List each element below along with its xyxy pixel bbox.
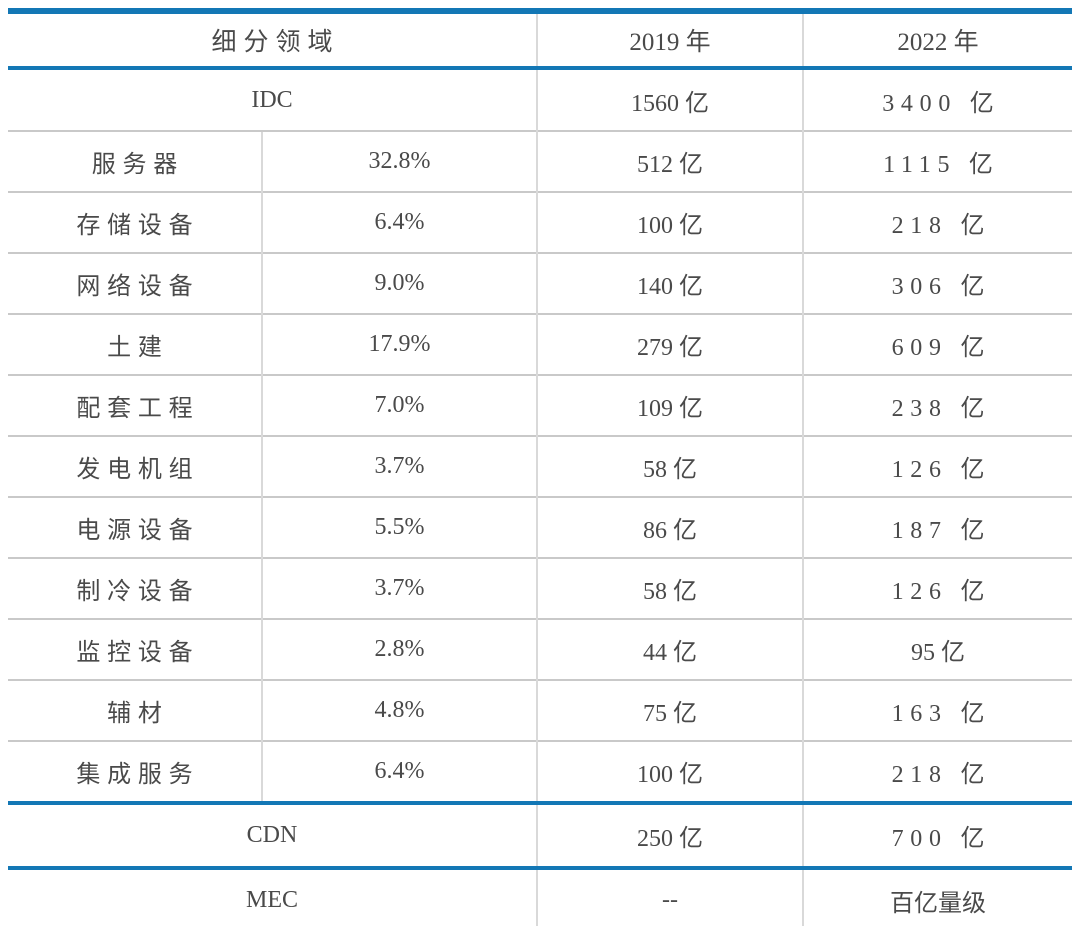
value-2019-cell: 58 亿 [536,435,804,497]
value-2022-cell: 609 亿 [802,313,1073,375]
value-2022-cell: 126 亿 [802,435,1073,497]
value-2022-cell: 1115 亿 [802,130,1073,192]
share-cell: 9.0% [260,252,538,314]
value-2022-cell: 238 亿 [802,374,1073,436]
row-label-cell: 发电机组 [8,435,262,497]
share-cell: 17.9% [260,313,538,375]
share-cell: 32.8% [260,130,538,192]
value-2022-cell: 126 亿 [802,557,1073,619]
value-2019-cell: 140 亿 [536,252,804,314]
row-label-cell: 服务器 [8,130,262,192]
share-cell: 3.7% [260,435,538,497]
table-row-集成服务: 集成服务 6.4% 100 亿 218 亿 [8,740,1073,803]
value-2019-cell: 100 亿 [536,191,804,253]
share-cell: 6.4% [260,740,538,803]
value-2019-cell: 100 亿 [536,740,804,803]
table-row-电源设备: 电源设备 5.5% 86 亿 187 亿 [8,496,1073,558]
value-2019-cell: 86 亿 [536,496,804,558]
row-label-cell: 辅材 [8,679,262,741]
row-label-cell: MEC [8,866,538,926]
value-2019-cell: 1560 亿 [536,68,804,131]
share-cell: 3.7% [260,557,538,619]
value-2022-cell: 306 亿 [802,252,1073,314]
share-cell: 4.8% [260,679,538,741]
table-row-存储设备: 存储设备 6.4% 100 亿 218 亿 [8,191,1073,253]
row-label-cell: 制冷设备 [8,557,262,619]
share-cell: 6.4% [260,191,538,253]
header-row: 细分领域 2019 年 2022 年 [8,11,1073,70]
table-row-服务器: 服务器 32.8% 512 亿 1115 亿 [8,130,1073,192]
row-label-cell: CDN [8,801,538,868]
value-2022-cell: 百亿量级 [802,866,1073,926]
row-label-cell: 监控设备 [8,618,262,680]
row-label-cell: IDC [251,86,293,113]
idc-market-size-table: 细分领域 2019 年 2022 年 IDC 1560 亿 3400 亿服务器 32.… [8,8,1073,926]
share-cell: 2.8% [260,618,538,680]
value-2019-cell: 109 亿 [536,374,804,436]
row-label-cell: 土建 [8,313,262,375]
table-row-土建: 土建 17.9% 279 亿 609 亿 [8,313,1073,375]
table-row-MEC: MEC -- 百亿量级 [8,866,1073,926]
table-body: IDC 1560 亿 3400 亿服务器 32.8% 512 亿 1115 亿存储设备 6.… [8,68,1073,926]
value-2022-cell: 218 亿 [802,191,1073,253]
value-2022-cell: 187 亿 [802,496,1073,558]
value-2019-cell: 58 亿 [536,557,804,619]
table-row-网络设备: 网络设备 9.0% 140 亿 306 亿 [8,252,1073,314]
table-row-CDN: CDN 250 亿 700 亿 [8,801,1073,868]
share-cell: 5.5% [260,496,538,558]
value-2019-cell: -- [536,866,804,926]
row-label-cell: 存储设备 [8,191,262,253]
table-row-监控设备: 监控设备 2.8% 44 亿 95 亿 [8,618,1073,680]
value-2022-cell: 3400 亿 [802,68,1073,131]
row-label-cell: 集成服务 [8,740,262,803]
table-row-IDC: IDC 1560 亿 3400 亿 [8,68,1073,131]
table-row-制冷设备: 制冷设备 3.7% 58 亿 126 亿 [8,557,1073,619]
share-cell: 7.0% [260,374,538,436]
row-label-cell: 电源设备 [8,496,262,558]
value-2019-cell: 250 亿 [536,801,804,868]
table-row-辅材: 辅材 4.8% 75 亿 163 亿 [8,679,1073,741]
table-row-配套工程: 配套工程 7.0% 109 亿 238 亿 [8,374,1073,436]
row-label-cell: 网络设备 [8,252,262,314]
table-header: 细分领域 2019 年 2022 年 [8,11,1073,70]
header-cell-2019: 2019 年 [536,11,804,70]
value-2019-cell: 512 亿 [536,130,804,192]
table-row-发电机组: 发电机组 3.7% 58 亿 126 亿 [8,435,1073,497]
value-2022-cell: 700 亿 [802,801,1073,868]
value-2019-cell: 75 亿 [536,679,804,741]
row-label-cell: 配套工程 [8,374,262,436]
value-2019-cell: 279 亿 [536,313,804,375]
value-2022-cell: 218 亿 [802,740,1073,803]
value-2022-cell: 95 亿 [802,618,1073,680]
header-cell-segment: 细分领域 [8,11,538,70]
value-2019-cell: 44 亿 [536,618,804,680]
header-cell-2022: 2022 年 [802,11,1073,70]
value-2022-cell: 163 亿 [802,679,1073,741]
